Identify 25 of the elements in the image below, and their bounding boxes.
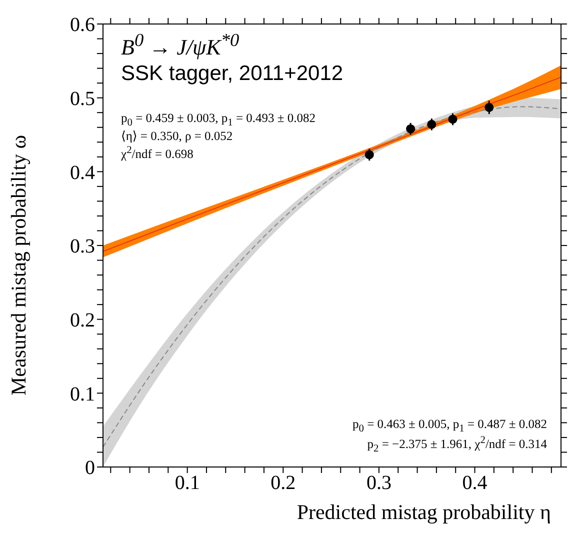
point: [427, 120, 436, 129]
x-tick-label: 0.3: [366, 472, 392, 494]
x-tick-label: 0.2: [270, 472, 296, 494]
x-axis-title: Predicted mistag probability η: [296, 500, 551, 524]
text: SSK tagger, 2011+2012: [121, 62, 344, 86]
x-tick-label: 0.1: [174, 472, 200, 494]
y-tick-label: 0.2: [70, 309, 95, 332]
chart-title: B$^{0}$ → J/ψK$^{*0}$: [121, 30, 240, 60]
y-tick-label: 0.6: [70, 14, 95, 36]
y-tick-label: 0.3: [70, 236, 95, 258]
annotation: p$_{0}$ = 0.463 ± 0.005, p$_{1}$ = 0.487 ± 0.082: [352, 417, 547, 434]
point: [448, 114, 458, 124]
y-tick-label: 0.4: [70, 162, 95, 184]
point: [484, 102, 494, 112]
x-tick-label: 0.4: [462, 472, 488, 494]
y-tick-label: 0: [85, 457, 95, 480]
point: [406, 124, 416, 134]
annotation: p$_{2}$ = −2.375 ± 1.961, χ$^{2}$/ndf = 0.314: [367, 435, 547, 455]
annotation: χ$^{2}$/ndf = 0.698: [121, 145, 194, 162]
annotation: ⟨η⟩ = 0.350, ρ = 0.052: [121, 128, 233, 144]
y-tick-label: 0.5: [70, 88, 95, 110]
point: [364, 150, 374, 160]
y-axis-title: Measured mistag probability ω: [6, 134, 30, 396]
y-tick-label: 0.1: [70, 383, 95, 406]
annotation: p$_{0}$ = 0.459 ± 0.003, p$_{1}$ = 0.493 ± 0.082: [121, 111, 316, 128]
